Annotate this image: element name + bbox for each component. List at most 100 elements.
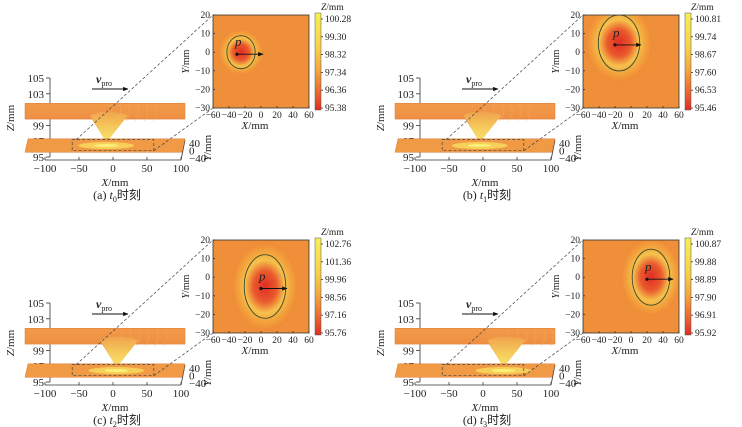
zoom-connector	[445, 239, 584, 365]
y-axis-label: Y/mm	[202, 134, 214, 161]
inset-y-tick-label: −20	[565, 85, 580, 95]
inset-y-tick-label: 20	[571, 11, 581, 21]
surface-ridge	[127, 329, 132, 347]
chart-panel-1: 105103101999795Z/mm−100−50050100X/mm400−…	[5, 3, 351, 204]
surface-slab	[394, 328, 556, 367]
y-axis-tick-label: 40	[559, 363, 571, 375]
inset-x-tick-label: 60	[674, 336, 684, 346]
surface-ridge	[145, 329, 150, 347]
point-p	[235, 52, 239, 56]
inset-x-tick-label: 20	[642, 336, 652, 346]
projection-spot-core	[467, 144, 492, 148]
z-axis-tick-label: 99	[403, 120, 415, 132]
y-axis-tick-label: −40	[189, 153, 207, 165]
z-axis-label: Z/mm	[375, 329, 387, 356]
x-axis-tick-label: 50	[142, 163, 154, 175]
surface-ridge	[143, 104, 149, 122]
y-axis-tick-label: 0	[189, 146, 195, 158]
colorbar-tick-label: 99.88	[695, 258, 717, 268]
y-axis-tick-label: 40	[189, 363, 201, 375]
z-axis-tick-label: 105	[28, 73, 45, 85]
y-axis-label: Y/mm	[572, 359, 584, 386]
x-axis-tick-label: 50	[512, 163, 524, 175]
surface-ridge	[163, 329, 168, 347]
z-axis-tick-label: 105	[28, 298, 45, 310]
colorbar-tick-label: 100.28	[325, 15, 351, 25]
y-axis-line	[180, 139, 186, 161]
inset-y-tick-label: −30	[565, 329, 580, 339]
point-label: p	[644, 259, 652, 274]
inset-y-tick-label: 10	[571, 255, 581, 265]
colorbar	[314, 12, 322, 111]
z-axis-tick-label: 95	[33, 377, 45, 389]
surface-ridge	[499, 104, 504, 122]
y-axis-tick-label: 0	[559, 146, 565, 158]
panel-caption: (d) t3时刻	[463, 413, 511, 427]
x-axis-tick-label: −100	[404, 163, 427, 175]
inset-x-tick-label: −20	[608, 111, 623, 121]
heatmap-group	[583, 240, 679, 333]
surface-ridge	[532, 329, 537, 347]
zoom-region	[441, 139, 525, 152]
colorbar-tick-label: 95.92	[695, 329, 717, 339]
surface-ridge	[523, 329, 528, 347]
chart-panel-3: 105103101999795Z/mm−100−50050100X/mm400−…	[5, 228, 351, 427]
colorbar-title: Z/mm	[321, 228, 344, 238]
x-axis-label: X/mm	[101, 177, 129, 189]
heatmap-blob	[218, 29, 264, 76]
x-axis-tick-label: 100	[543, 388, 560, 400]
surface-ridge	[481, 104, 486, 122]
inset-y-tick-label: 20	[571, 236, 581, 246]
surface-ridge	[118, 329, 123, 347]
point-p	[259, 286, 263, 291]
point-label: p	[612, 25, 620, 40]
z-axis-tick-label: 99	[403, 345, 415, 357]
colorbar-tick-label: 97.16	[325, 311, 347, 321]
colorbar-tick-label: 99.96	[325, 276, 347, 286]
inset-x-tick-label: −40	[222, 111, 237, 121]
x-axis-tick-label: 50	[142, 388, 154, 400]
colorbar-tick-label: 98.89	[695, 276, 717, 286]
colorbar-tick-label: 98.67	[695, 51, 717, 61]
y-axis-tick-label: 0	[189, 371, 195, 383]
x-axis-tick-label: 100	[173, 388, 190, 400]
z-axis-tick-label: 103	[398, 314, 415, 326]
inset-x-tick-label: −60	[206, 111, 221, 121]
inset-x-tick-label: 40	[288, 336, 298, 346]
inset-x-tick-label: 0	[259, 336, 264, 346]
x-axis-tick-label: −50	[70, 163, 88, 175]
colorbar-tick-label: 97.34	[325, 68, 347, 78]
x-axis-tick-label: 100	[543, 163, 560, 175]
heatmap-group	[583, 15, 679, 108]
inset-y-tick-label: 0	[575, 48, 580, 58]
z-axis-tick-label: 105	[398, 298, 415, 310]
inset-x-tick-label: 20	[642, 111, 652, 121]
x-axis-tick-label: −100	[404, 388, 427, 400]
velocity-label: vpro	[96, 72, 112, 88]
velocity-label: vpro	[466, 72, 482, 88]
inset-y-tick-label: −10	[565, 292, 580, 302]
inset-y-tick-label: −30	[195, 104, 210, 114]
inset-x-tick-label: 0	[629, 336, 634, 346]
point-p	[613, 43, 617, 47]
zoom-connector	[523, 107, 584, 151]
colorbar-tick-label: 101.36	[325, 258, 351, 268]
projection-plane	[394, 363, 556, 378]
y-axis-tick-label: 40	[559, 138, 571, 150]
surface-ridge	[550, 329, 555, 347]
inset-x-tick-label: −20	[238, 111, 253, 121]
x-axis-label: X/mm	[101, 402, 129, 414]
inset-y-tick-label: −10	[565, 67, 580, 77]
zoom-connector	[523, 332, 584, 376]
inset-x-tick-label: 40	[288, 111, 298, 121]
zoom-connector	[75, 14, 214, 140]
y-axis-tick-label: −40	[189, 378, 207, 390]
y-axis-tick-label: 0	[559, 371, 565, 383]
panel-caption: (c) t2时刻	[93, 413, 141, 427]
inset-y-axis-label: Y/mm	[551, 274, 562, 298]
surface-ridge	[107, 104, 113, 122]
inset-x-tick-label: 40	[658, 336, 668, 346]
panel-caption: (b) t1时刻	[463, 188, 511, 204]
inset-x-tick-label: −40	[592, 336, 607, 346]
